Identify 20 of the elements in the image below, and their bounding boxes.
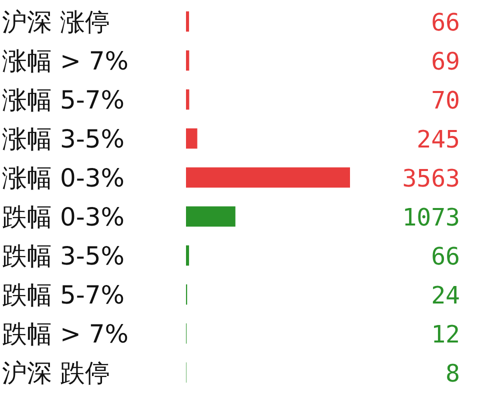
category-label: 沪深 涨停 — [2, 8, 110, 36]
category-label: 跌幅 0-3% — [2, 202, 125, 232]
category-label: 涨幅 5-7% — [2, 86, 125, 114]
data-label: 66 — [431, 242, 460, 270]
category-label: 沪深 跌停 — [2, 358, 110, 388]
data-label: 69 — [431, 48, 460, 76]
category-label: 跌幅 > 7% — [2, 320, 129, 348]
category-label: 跌幅 5-7% — [2, 280, 125, 310]
category-label: 涨幅 > 7% — [2, 46, 129, 76]
category-label: 涨幅 0-3% — [2, 164, 125, 192]
data-label: 8 — [446, 360, 460, 388]
data-label: 24 — [431, 282, 460, 310]
data-label: 70 — [431, 86, 460, 114]
category-label: 涨幅 3-5% — [2, 124, 125, 154]
data-label: 12 — [431, 320, 460, 348]
data-label: 66 — [431, 8, 460, 36]
category-label: 跌幅 3-5% — [2, 242, 125, 270]
data-label: 245 — [416, 126, 460, 154]
data-label: 1073 — [402, 204, 460, 232]
data-label: 3563 — [402, 164, 460, 192]
